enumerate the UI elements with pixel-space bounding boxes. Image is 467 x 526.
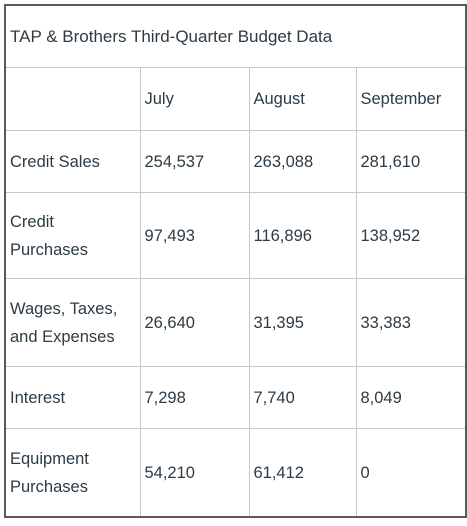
header-empty-cell [4,67,141,131]
row-label-wages: Wages, Taxes, and Expenses [4,278,141,367]
header-august: August [248,67,357,131]
header-july: July [139,67,250,131]
table-cell: 7,740 [248,366,357,429]
table-row: Wages, Taxes, and Expenses 26,640 31,395… [4,278,467,367]
table-row: Interest 7,298 7,740 8,049 [4,366,467,429]
table-cell: 61,412 [248,428,357,518]
table-cell: 33,383 [355,278,467,367]
table-cell: 254,537 [139,130,250,193]
table-title: TAP & Brothers Third-Quarter Budget Data [3,4,467,68]
table-cell: 138,952 [355,192,467,279]
row-label-interest: Interest [4,366,141,429]
table-cell: 263,088 [248,130,357,193]
table-cell: 116,896 [248,192,357,279]
header-row: July August September [4,67,467,131]
header-september: September [355,67,467,131]
table-cell: 281,610 [355,130,467,193]
table-cell: 0 [355,428,467,518]
table-cell: 26,640 [139,278,250,367]
row-label-credit-purchases: Credit Purchases [4,192,141,279]
table-cell: 8,049 [355,366,467,429]
table-row: Credit Sales 254,537 263,088 281,610 [4,130,467,193]
title-row: TAP & Brothers Third-Quarter Budget Data [3,4,467,68]
table-cell: 31,395 [248,278,357,367]
table-row: Credit Purchases 97,493 116,896 138,952 [4,192,467,279]
row-label-credit-sales: Credit Sales [4,130,141,193]
row-label-equipment: Equipment Purchases [4,428,141,518]
table-cell: 54,210 [139,428,250,518]
table-row: Equipment Purchases 54,210 61,412 0 [4,428,467,518]
budget-table: TAP & Brothers Third-Quarter Budget Data… [3,4,467,518]
table-cell: 7,298 [139,366,250,429]
table-cell: 97,493 [139,192,250,279]
